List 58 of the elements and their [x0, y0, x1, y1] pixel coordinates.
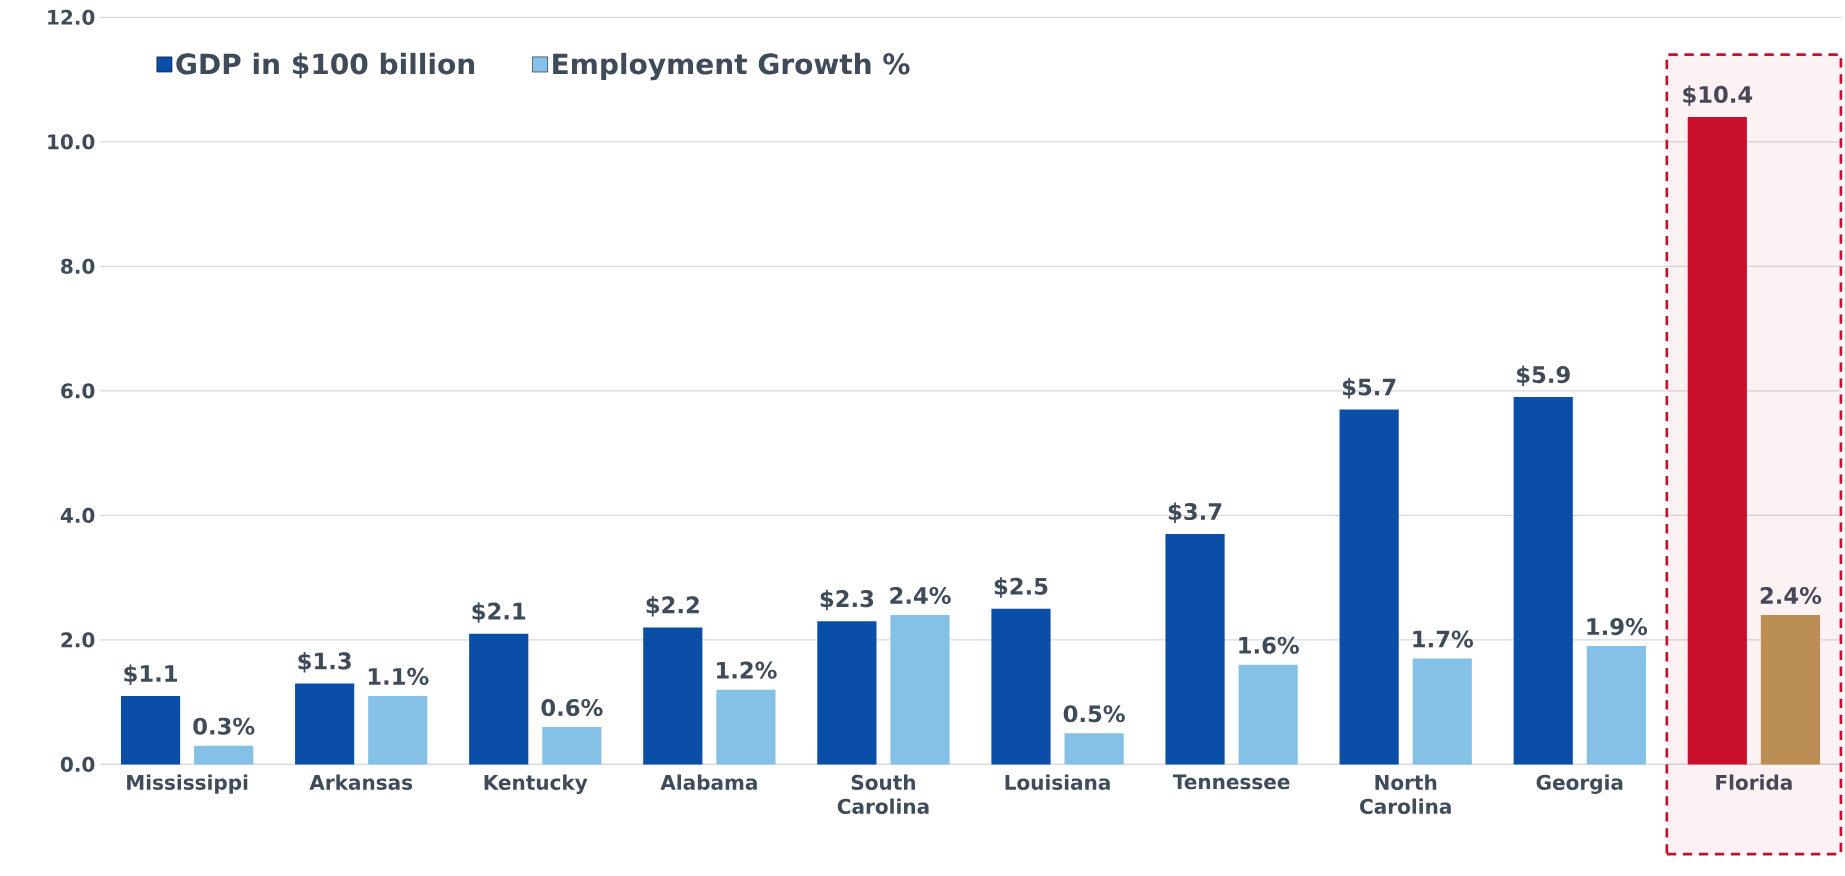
- x-tick-label: Kentucky: [484, 774, 588, 794]
- data-label: $1.3: [298, 651, 351, 673]
- x-tick-label: North Carolina: [1360, 774, 1451, 814]
- bar: [1165, 533, 1225, 765]
- x-tick-label: Mississippi: [127, 774, 248, 794]
- data-label: $2.5: [994, 577, 1048, 598]
- data-label: 2.4%: [890, 586, 951, 604]
- bar: [1412, 658, 1472, 765]
- bar: [120, 695, 181, 765]
- bar: [643, 627, 703, 765]
- legend-label: GDP in $100 billion: [176, 52, 475, 78]
- bar: [716, 689, 776, 765]
- x-tick-label: Georgia: [1536, 774, 1623, 794]
- x-tick-label: Florida: [1716, 774, 1792, 790]
- bar: [1760, 614, 1821, 765]
- x-tick-label: Alabama: [660, 774, 757, 790]
- y-tick-label: 8.0: [61, 258, 95, 274]
- bar: [1513, 396, 1573, 765]
- y-tick-label: 12.0: [48, 9, 95, 25]
- data-label: $2.2: [646, 595, 699, 617]
- data-label: 1.6%: [1239, 636, 1299, 654]
- x-tick-label: Louisiana: [1005, 774, 1110, 790]
- y-tick-label: 4.0: [60, 507, 95, 523]
- data-label: 2.4%: [1760, 586, 1822, 604]
- x-tick-label: South Carolina: [837, 774, 929, 814]
- x-tick-label: Tennessee: [1172, 774, 1290, 790]
- bar: [469, 633, 529, 765]
- data-label: 1.2%: [717, 661, 777, 679]
- legend-label: Employment Growth %: [553, 52, 910, 80]
- data-label: 1.9%: [1587, 617, 1648, 635]
- data-label: $1.1: [124, 664, 177, 685]
- y-tick-label: 2.0: [61, 632, 95, 648]
- data-label: 0.3%: [193, 717, 255, 735]
- data-label: 1.1%: [368, 667, 429, 685]
- bar: [368, 695, 428, 765]
- bar: [1339, 409, 1399, 765]
- data-label: $2.3: [820, 589, 874, 611]
- data-label: 1.7%: [1413, 630, 1474, 648]
- bar: [194, 745, 254, 765]
- data-label: 0.6%: [541, 698, 603, 716]
- bar: [991, 608, 1051, 765]
- y-tick-label: 6.0: [61, 383, 95, 399]
- data-label: 0.5%: [1063, 704, 1125, 723]
- bar: [817, 620, 877, 765]
- y-tick-label: 10.0: [48, 134, 95, 150]
- data-label: $10.4: [1683, 85, 1753, 106]
- data-label: $5.7: [1342, 377, 1396, 399]
- data-label: $3.7: [1168, 502, 1222, 523]
- bar: [890, 614, 950, 765]
- y-tick-label: 0.0: [60, 756, 95, 772]
- data-label: $5.9: [1517, 365, 1570, 386]
- bar: [542, 726, 602, 765]
- bar: [1064, 733, 1124, 765]
- data-label: $2.1: [472, 601, 526, 623]
- x-tick-label: Arkansas: [309, 774, 413, 790]
- bar: [1238, 664, 1298, 765]
- bar: [295, 683, 355, 765]
- bar: [1586, 645, 1646, 765]
